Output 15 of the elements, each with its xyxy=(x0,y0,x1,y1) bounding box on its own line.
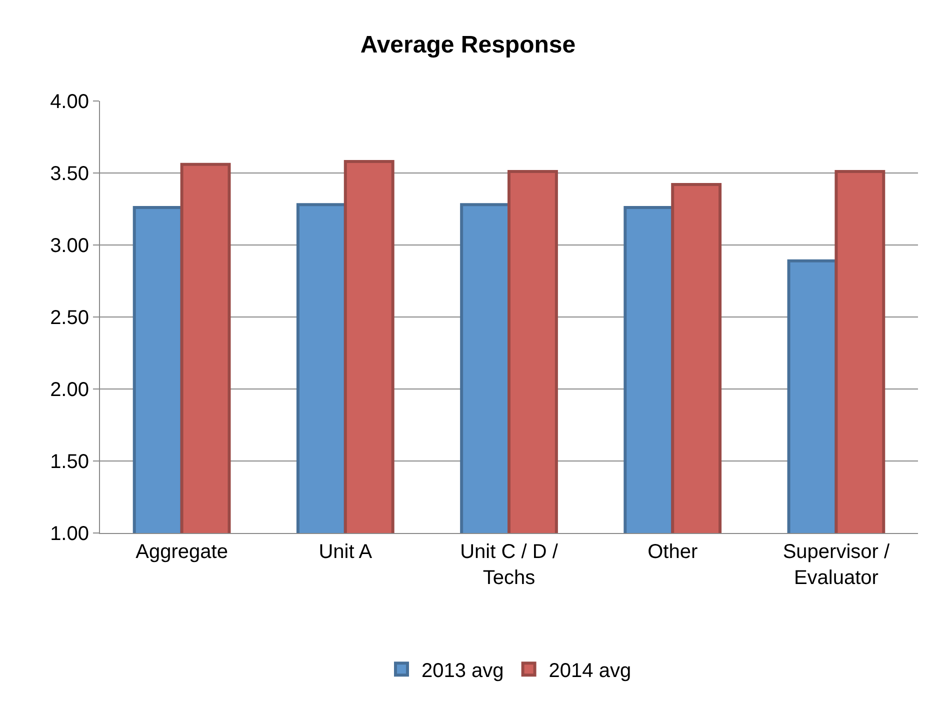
y-tick-label: 3.00 xyxy=(50,235,89,257)
legend-label: 2013 avg xyxy=(422,660,504,682)
y-tick-label: 2.00 xyxy=(50,379,89,401)
y-tick-label: 2.50 xyxy=(50,307,89,329)
chart-title: Average Response xyxy=(360,31,576,58)
y-tick-label: 1.00 xyxy=(50,523,89,545)
x-tick-label: Unit A xyxy=(318,541,373,563)
y-tick-label: 3.50 xyxy=(50,163,89,185)
y-tick-label: 4.00 xyxy=(50,91,89,113)
x-tick-label: Aggregate xyxy=(136,541,228,563)
y-tick-label: 1.50 xyxy=(50,451,89,473)
x-tick-label: Unit C / D / Techs xyxy=(460,541,558,589)
legend-label: 2014 avg xyxy=(548,660,632,682)
x-tick-label: Other xyxy=(648,541,698,563)
x-tick-label: Supervisor / Evaluator xyxy=(782,541,890,589)
